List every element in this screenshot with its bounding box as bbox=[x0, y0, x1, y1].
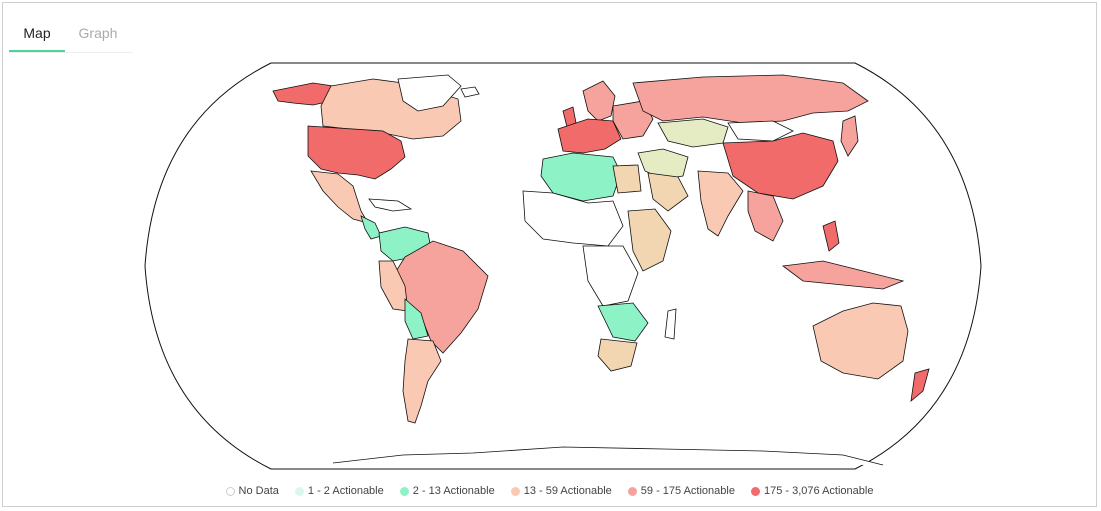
view-tabs: Map Graph bbox=[9, 15, 133, 53]
region-middle-east[interactable] bbox=[637, 148, 689, 180]
legend-item-bin5[interactable]: 175 - 3,076 Actionable bbox=[750, 485, 874, 497]
region-bolivia[interactable] bbox=[404, 298, 429, 340]
region-madagascar[interactable] bbox=[664, 308, 677, 340]
world-map bbox=[143, 61, 983, 471]
legend-swatch bbox=[750, 486, 760, 496]
region-scandinavia[interactable] bbox=[582, 80, 616, 122]
legend-label: No Data bbox=[238, 485, 279, 497]
region-mongolia[interactable] bbox=[727, 120, 794, 142]
legend-label: 59 - 175 Actionable bbox=[640, 485, 735, 497]
region-india[interactable] bbox=[697, 170, 744, 237]
region-east-africa[interactable] bbox=[627, 208, 672, 272]
legend-item-bin2[interactable]: 2 - 13 Actionable bbox=[399, 485, 495, 497]
legend-swatch bbox=[627, 486, 637, 496]
legend-swatch bbox=[399, 486, 409, 496]
region-saudi-arabia[interactable] bbox=[647, 172, 689, 212]
region-north-africa[interactable] bbox=[540, 152, 622, 202]
region-japan[interactable] bbox=[840, 115, 859, 157]
legend-item-bin1[interactable]: 1 - 2 Actionable bbox=[294, 485, 384, 497]
tab-graph[interactable]: Graph bbox=[78, 25, 118, 41]
region-southeast-asia[interactable] bbox=[747, 190, 784, 242]
region-indonesia[interactable] bbox=[781, 260, 905, 290]
legend-item-bin4[interactable]: 59 - 175 Actionable bbox=[627, 485, 735, 497]
legend-label: 2 - 13 Actionable bbox=[412, 485, 495, 497]
region-china[interactable] bbox=[722, 132, 839, 200]
legend-swatch bbox=[225, 486, 235, 496]
legend-swatch bbox=[510, 486, 520, 496]
region-alaska[interactable] bbox=[272, 82, 334, 106]
region-argentina[interactable] bbox=[402, 338, 442, 424]
legend-label: 175 - 3,076 Actionable bbox=[763, 485, 874, 497]
world-map-svg bbox=[144, 62, 982, 470]
legend-swatch bbox=[294, 486, 304, 496]
region-russia[interactable] bbox=[632, 74, 869, 124]
tab-map[interactable]: Map bbox=[9, 15, 65, 52]
region-philippines[interactable] bbox=[822, 220, 840, 252]
legend-item-no-data[interactable]: No Data bbox=[225, 485, 279, 497]
map-legend: No Data 1 - 2 Actionable 2 - 13 Actionab… bbox=[3, 485, 1096, 497]
region-usa[interactable] bbox=[307, 125, 406, 180]
region-central-america[interactable] bbox=[360, 215, 382, 240]
region-antarctica[interactable] bbox=[332, 446, 884, 466]
legend-label: 1 - 2 Actionable bbox=[307, 485, 384, 497]
region-west-africa[interactable] bbox=[522, 190, 624, 247]
region-south-africa[interactable] bbox=[597, 338, 638, 372]
region-new-zealand[interactable] bbox=[910, 368, 930, 402]
region-western-europe[interactable] bbox=[557, 118, 622, 154]
region-greenland[interactable] bbox=[397, 74, 462, 112]
region-central-africa[interactable] bbox=[582, 245, 639, 307]
region-iceland[interactable] bbox=[460, 86, 480, 98]
legend-item-bin3[interactable]: 13 - 59 Actionable bbox=[510, 485, 612, 497]
region-caribbean[interactable] bbox=[368, 198, 413, 212]
region-southern-africa[interactable] bbox=[597, 302, 649, 342]
legend-label: 13 - 59 Actionable bbox=[523, 485, 612, 497]
region-australia[interactable] bbox=[812, 302, 909, 380]
region-egypt[interactable] bbox=[612, 164, 642, 194]
